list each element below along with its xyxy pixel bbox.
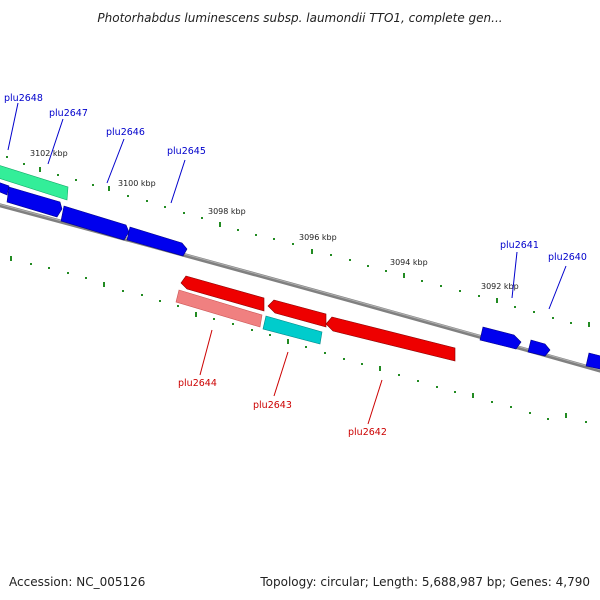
gene-arrow-reverse[interactable] xyxy=(180,275,265,312)
gene-highlight-green[interactable] xyxy=(0,164,69,201)
tick-label-3094: 3094 kbp xyxy=(390,258,428,267)
gene-arrow-reverse-light[interactable] xyxy=(175,289,263,328)
gene-arrow-reverse[interactable] xyxy=(325,316,456,362)
gene-label-plu2640[interactable]: plu2640 xyxy=(548,252,587,263)
tick-label-3100: 3100 kbp xyxy=(118,179,156,188)
tick-label-3096: 3096 kbp xyxy=(299,233,337,242)
genome-summary-text: Topology: circular; Length: 5,688,987 bp… xyxy=(259,575,590,589)
gene-label-plu2644[interactable]: plu2644 xyxy=(178,378,217,389)
inner-ruler xyxy=(10,256,587,423)
outer-ruler xyxy=(6,156,590,327)
gene-arrow-forward[interactable] xyxy=(126,226,188,257)
accession-text: Accession: NC_005126 xyxy=(9,575,145,589)
gene-label-plu2645[interactable]: plu2645 xyxy=(167,146,206,157)
gene-arrow-reverse[interactable] xyxy=(267,299,327,328)
forward-genes xyxy=(0,181,600,370)
gene-label-plu2641[interactable]: plu2641 xyxy=(500,240,539,251)
map-title: Photorhabdus luminescens subsp. laumondi… xyxy=(97,11,502,25)
gene-highlight-cyan[interactable] xyxy=(262,315,323,345)
gene-label-plu2646[interactable]: plu2646 xyxy=(106,127,145,138)
gene-label-plu2647[interactable]: plu2647 xyxy=(49,108,88,119)
gene-arrow-forward[interactable] xyxy=(6,186,63,218)
gene-arrow-forward[interactable] xyxy=(0,181,10,196)
gene-label-plu2648[interactable]: plu2648 xyxy=(4,93,43,104)
gene-label-plu2643[interactable]: plu2643 xyxy=(253,400,292,411)
tick-label-3102: 3102 kbp xyxy=(30,149,68,158)
reverse-genes xyxy=(175,275,456,362)
gene-arrow-forward[interactable] xyxy=(479,326,522,350)
reverse-label-leaders xyxy=(199,329,383,425)
tick-label-3092: 3092 kbp xyxy=(481,282,519,291)
forward-label-leaders xyxy=(7,102,567,310)
gene-label-plu2642[interactable]: plu2642 xyxy=(348,427,387,438)
gene-arrow-forward[interactable] xyxy=(60,205,130,241)
tick-label-3098: 3098 kbp xyxy=(208,207,246,216)
gene-arrow-forward[interactable] xyxy=(527,339,551,357)
